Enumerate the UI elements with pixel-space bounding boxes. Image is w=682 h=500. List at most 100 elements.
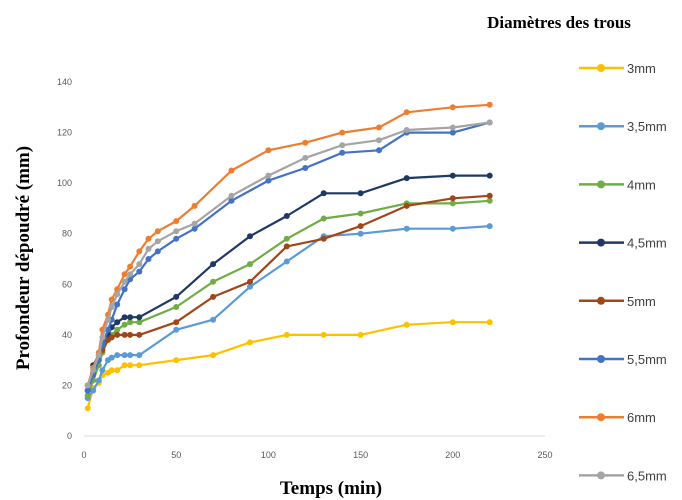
legend-title: Diamètres des trous [487,13,631,32]
data-point [320,331,327,338]
series-line [86,174,490,391]
data-point [247,339,253,346]
data-point [247,278,253,285]
data-point [247,261,253,268]
data-point [173,326,180,333]
y-tick-label: 60 [62,279,72,289]
data-point [114,301,121,308]
data-point [210,261,217,268]
series-line [86,103,490,386]
legend-swatch-marker [597,296,605,305]
data-point [376,147,382,154]
series-line [86,199,490,396]
data-point [114,319,121,326]
legend-swatch-marker [597,355,605,363]
data-point [105,316,111,323]
data-point [99,334,106,341]
y-tick-label: 120 [57,128,72,138]
data-point [136,319,143,326]
data-point [127,362,134,369]
data-point [136,314,143,321]
data-point [320,190,327,197]
data-point [108,367,115,374]
legend-swatch-marker [597,122,605,131]
data-point [247,233,253,240]
data-point [339,149,346,156]
data-point [357,190,364,197]
data-point [136,268,143,275]
data-point [320,235,327,242]
series-3,5mm [84,223,493,402]
data-point [449,129,456,136]
legend-label: 5mm [627,294,656,309]
x-tick-label: 200 [445,450,460,460]
data-point [357,230,364,237]
x-tick-label: 0 [81,450,86,460]
data-point [302,139,309,146]
data-point [136,248,143,255]
data-point [136,352,143,359]
data-point [136,261,143,268]
data-point [84,387,91,394]
legend: 3mm 3,5mm 4mm 4,5mm 5mm 5,5mm 6mm 6,5mm [579,61,667,483]
legend-item-3mm: 3mm [579,61,656,76]
series-5mm [84,192,493,389]
data-point [99,367,106,374]
data-point [403,175,410,182]
data-point [403,127,410,133]
x-tick-label: 100 [261,450,276,460]
data-point [210,352,217,359]
data-point [339,142,346,149]
data-point [357,223,364,230]
data-point [449,104,456,111]
series-6,5mm [84,119,493,389]
data-point [84,382,91,389]
data-point [486,101,493,108]
data-point [376,124,382,131]
data-point [173,293,180,300]
data-point [357,331,364,338]
data-point [449,200,456,207]
data-point [403,202,410,209]
data-point [84,405,91,412]
data-point [173,304,180,310]
data-point [228,192,235,199]
data-point [173,319,180,326]
y-axis-title: Profondeur dépoudré (mm) [13,146,34,370]
data-point [449,172,456,179]
data-point [228,167,235,174]
y-tick-label: 40 [62,330,72,340]
data-point [114,291,121,298]
data-point [108,354,115,361]
legend-item-6mm: 6mm [579,410,656,425]
data-point [247,283,253,290]
legend-swatch-marker [597,471,605,480]
y-tick-label: 20 [62,380,72,390]
data-point [121,271,128,278]
legend-item-4,5mm: 4,5mm [579,236,667,251]
data-point [449,225,456,232]
data-point [121,321,128,328]
legend-swatch-marker [597,413,605,422]
data-point [486,192,493,199]
data-point [486,223,493,230]
data-point [127,271,134,278]
data-point [486,172,493,179]
data-point [154,248,161,255]
legend-item-5,5mm: 5,5mm [579,352,667,367]
series-line [86,121,490,386]
data-point [191,225,198,232]
data-point [114,331,121,338]
data-point [283,331,290,338]
data-point [90,367,97,374]
data-point [136,331,143,338]
legend-item-5mm: 5mm [579,294,656,309]
legend-label: 6mm [627,410,656,425]
data-point [283,243,290,250]
legend-label: 3,5mm [627,119,667,134]
data-point [449,319,456,326]
data-point [357,210,364,217]
data-point [265,172,272,179]
data-point [210,278,217,285]
